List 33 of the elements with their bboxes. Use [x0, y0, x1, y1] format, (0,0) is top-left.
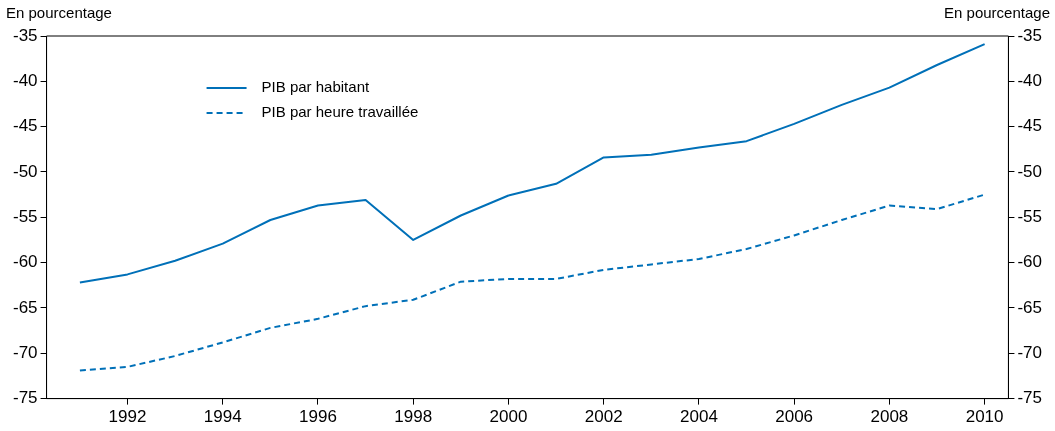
y2-tick-label: -70 — [1017, 342, 1043, 362]
x-tick-label: 1998 — [394, 407, 433, 427]
x-tick-label: 1994 — [203, 407, 242, 427]
y-tick-label: -50 — [12, 161, 38, 181]
x-tick-label: 2002 — [584, 407, 623, 427]
y-axis-title: En pourcentage — [6, 3, 112, 21]
y2-tick-label: -60 — [1017, 252, 1043, 272]
y-tick-label: -75 — [12, 388, 38, 408]
x-tick-label: 2010 — [965, 407, 1004, 427]
y2-tick-label: -45 — [1017, 116, 1043, 136]
x-tick-label: 2008 — [870, 407, 909, 427]
legend-label: PIB par habitant — [261, 78, 370, 96]
x-tick-label: 2000 — [489, 407, 528, 427]
y2-tick-label: -50 — [1017, 161, 1043, 181]
y2-tick-label: -75 — [1017, 388, 1043, 408]
y-tick-label: -40 — [12, 71, 38, 91]
y2-tick-label: -65 — [1017, 297, 1043, 317]
y2-tick-label: -55 — [1017, 206, 1043, 226]
y2-tick-label: -35 — [1017, 25, 1043, 45]
x-tick-label: 1996 — [299, 407, 337, 427]
y-tick-label: -35 — [12, 25, 38, 45]
y-tick-label: -70 — [12, 342, 38, 362]
x-tick-label: 2006 — [775, 407, 814, 427]
x-tick-label: 2004 — [680, 407, 718, 427]
y-tick-label: -65 — [12, 297, 38, 317]
y-tick-label: -55 — [12, 206, 38, 226]
y-tick-label: -60 — [12, 252, 38, 272]
y2-tick-label: -40 — [1017, 71, 1043, 91]
y2-axis-title: En pourcentage — [944, 3, 1050, 21]
x-tick-label: 1992 — [108, 407, 147, 427]
y-tick-label: -45 — [12, 116, 38, 136]
line-series — [78, 193, 986, 372]
legend-label: PIB par heure travaillée — [261, 103, 419, 121]
